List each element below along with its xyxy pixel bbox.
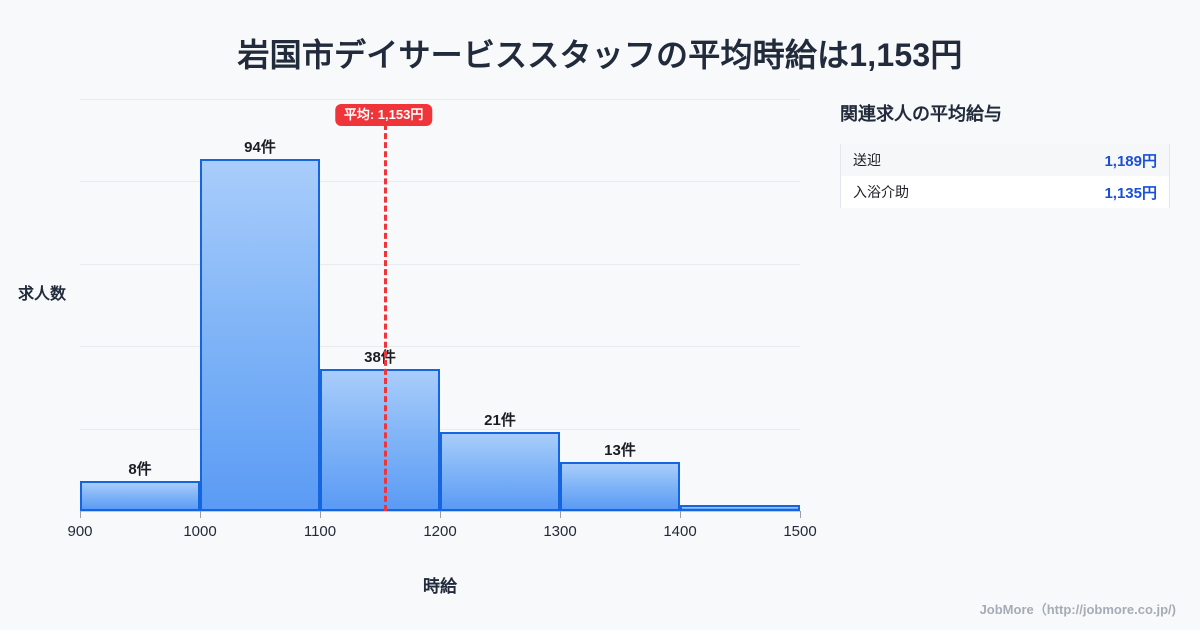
x-axis-tick [80,511,81,518]
x-axis-tick-label: 900 [67,523,93,540]
average-line [383,124,387,511]
related-salary-table: 送迎 1,189円 入浴介助 1,135円 [840,144,1171,208]
bar-value-label: 8件 [128,461,152,479]
gridline [80,428,800,430]
x-axis-tick-label: 1200 [423,523,457,540]
x-axis-tick [680,511,681,518]
gridline [80,346,800,348]
x-axis-tick [560,511,561,518]
bar-value-label: 38件 [364,348,396,366]
related-salary-label: 送迎 [840,144,1010,176]
table-row: 送迎 1,189円 [840,144,1171,176]
histogram-bar [80,481,200,511]
related-salary-value: 1,189円 [1009,144,1171,176]
table-row: 入浴介助 1,135円 [840,176,1171,208]
x-axis-tick [320,511,321,518]
average-badge: 平均: 1,153円 [334,104,433,126]
x-axis-tick-label: 1300 [543,523,577,540]
histogram-bar [200,158,320,511]
gridline [80,263,800,265]
related-salary-panel: 関連求人の平均給与 送迎 1,189円 入浴介助 1,135円 [838,100,1184,208]
bar-value-label: 13件 [604,442,636,460]
x-axis-label: 時給 [423,577,457,596]
x-axis-tick-label: 1000 [183,523,217,540]
histogram-chart: 求人数 900 1000 1100 1200 1300 1400 1500 8件 94件 38件… [18,99,817,596]
y-axis-label: 求人数 [18,286,67,303]
x-axis-tick [200,511,201,518]
histogram-bar [560,462,680,511]
x-axis-tick-label: 1400 [663,523,697,540]
x-axis-tick-label: 1100 [303,523,337,540]
related-salary-label: 入浴介助 [840,176,1010,208]
gridline [80,99,800,100]
gridline [80,181,800,183]
related-salary-title: 関連求人の平均給与 [840,104,1002,124]
histogram-bar [320,368,440,511]
related-salary-value: 1,135円 [1009,176,1171,208]
page-title: 岩国市デイサービススタッフの平均時給は1,153円 [237,37,963,73]
bar-value-label: 21件 [484,412,516,430]
bar-value-label: 94件 [244,138,276,156]
x-axis-tick [800,511,801,518]
x-axis-tick-label: 1500 [783,523,817,540]
histogram-bar [440,432,560,511]
histogram-bar [680,505,800,511]
watermark: JobMore（http://jobmore.co.jp/) [979,602,1176,617]
x-axis-tick [440,511,441,518]
